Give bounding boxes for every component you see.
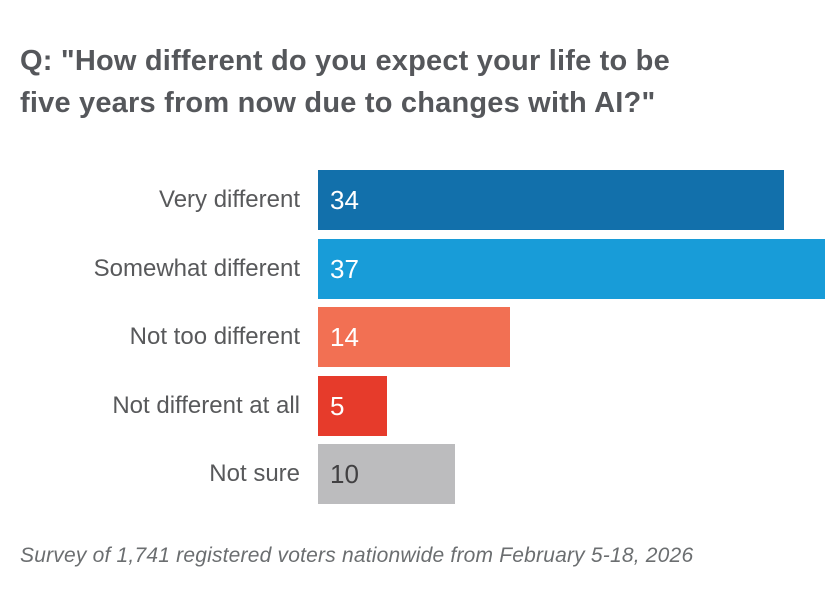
bar: 14 [318, 307, 510, 367]
chart-title-line2: five years from now due to changes with … [20, 87, 656, 119]
chart-title-line1: Q: "How different do you expect your lif… [20, 45, 670, 77]
source-note: Survey of 1,741 registered voters nation… [20, 544, 694, 567]
chart-title: Q: "How different do you expect your lif… [20, 40, 830, 124]
bar-track: 5 [318, 375, 840, 436]
bar: 37 [318, 238, 825, 299]
chart-row: Somewhat different 37 [0, 238, 840, 299]
bar-track: 37 [318, 238, 840, 299]
bar-track: 34 [318, 170, 840, 230]
chart-row: Not different at all 5 [0, 375, 840, 436]
bar-value-label: 37 [330, 253, 359, 284]
category-label: Not sure [209, 460, 300, 487]
chart-row: Very different 34 [0, 170, 840, 230]
bar: 5 [318, 375, 387, 436]
category-label: Not too different [129, 323, 300, 350]
horizontal-bar-chart: Very different 34 Somewhat different 37 … [0, 170, 840, 504]
category-label: Not different at all [112, 391, 300, 419]
category-label: Somewhat different [93, 254, 300, 282]
bar-value-label: 5 [330, 390, 345, 421]
bar-track: 14 [318, 307, 840, 367]
chart-row: Not too different 14 [0, 307, 840, 367]
bar-value-label: 14 [330, 322, 359, 352]
bar-track: 10 [318, 444, 840, 504]
bar: 10 [318, 444, 456, 504]
category-label: Very different [159, 186, 300, 213]
bar: 34 [318, 170, 784, 230]
chart-row: Not sure 10 [0, 444, 840, 504]
bar-value-label: 34 [330, 185, 359, 215]
bar-value-label: 10 [330, 459, 359, 489]
